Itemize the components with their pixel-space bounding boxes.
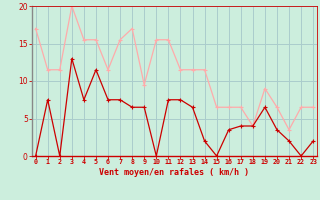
X-axis label: Vent moyen/en rafales ( km/h ): Vent moyen/en rafales ( km/h ) — [100, 168, 249, 177]
